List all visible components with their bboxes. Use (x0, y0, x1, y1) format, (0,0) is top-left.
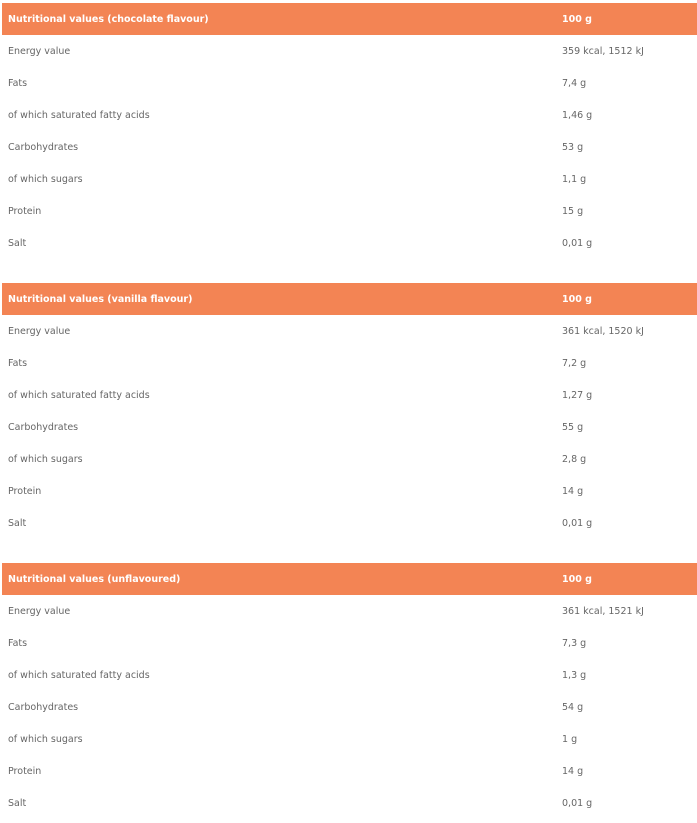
table-row: Energy value 361 kcal, 1520 kJ (2, 315, 697, 347)
table-row: Carbohydrates 53 g (2, 131, 697, 163)
table-row: of which saturated fatty acids 1,3 g (2, 659, 697, 691)
nutrient-value: 54 g (562, 701, 584, 713)
table-row: of which sugars 1,1 g (2, 163, 697, 195)
nutrient-value: 0,01 g (562, 237, 593, 249)
table-header: Nutritional values (vanilla flavour) 100… (2, 283, 697, 315)
nutrient-name: Fats (8, 637, 28, 649)
nutrient-name: Carbohydrates (8, 421, 79, 433)
nutrient-value: 0,01 g (562, 517, 593, 529)
table-title: Nutritional values (vanilla flavour) (2, 283, 556, 315)
table-row: Protein 14 g (2, 475, 697, 507)
table-row: Fats 7,2 g (2, 347, 697, 379)
table-unit: 100 g (556, 563, 697, 595)
nutrient-value: 1,46 g (562, 109, 593, 121)
nutrient-value: 14 g (562, 485, 584, 497)
nutrient-name: Protein (8, 205, 42, 217)
table-title: Nutritional values (unflavoured) (2, 563, 556, 595)
table-title: Nutritional values (chocolate flavour) (2, 3, 556, 35)
table-row: Protein 14 g (2, 755, 697, 787)
nutrient-name: Energy value (8, 325, 71, 337)
table-row: Salt 0,01 g (2, 227, 697, 259)
table-row: Salt 0,01 g (2, 787, 697, 819)
table-row: of which saturated fatty acids 1,46 g (2, 99, 697, 131)
nutrition-table: Nutritional values (vanilla flavour) 100… (2, 283, 697, 539)
nutrient-value: 1,27 g (562, 389, 593, 401)
nutrient-name: of which sugars (8, 173, 83, 185)
nutrient-value: 7,2 g (562, 357, 587, 369)
nutrient-value: 53 g (562, 141, 584, 153)
nutrient-name: Salt (8, 797, 27, 809)
nutrient-name: Carbohydrates (8, 141, 79, 153)
nutrient-value: 14 g (562, 765, 584, 777)
nutrient-name: of which sugars (8, 733, 83, 745)
nutrient-name: Protein (8, 485, 42, 497)
table-row: of which sugars 1 g (2, 723, 697, 755)
nutrient-name: Salt (8, 517, 27, 529)
table-header: Nutritional values (unflavoured) 100 g (2, 563, 697, 595)
table-unit: 100 g (556, 3, 697, 35)
nutrient-name: of which saturated fatty acids (8, 389, 150, 401)
nutrient-name: of which saturated fatty acids (8, 669, 150, 681)
table-row: of which sugars 2,8 g (2, 443, 697, 475)
nutrient-name: of which sugars (8, 453, 83, 465)
nutrient-value: 7,3 g (562, 637, 587, 649)
nutrient-value: 1,1 g (562, 173, 587, 185)
nutrient-value: 1 g (562, 733, 578, 745)
nutrition-table: Nutritional values (unflavoured) 100 g E… (2, 563, 697, 819)
nutrient-value: 361 kcal, 1521 kJ (562, 605, 644, 617)
nutrient-value: 0,01 g (562, 797, 593, 809)
nutrient-name: Fats (8, 77, 28, 89)
nutrition-table: Nutritional values (chocolate flavour) 1… (2, 3, 697, 259)
nutrient-value: 15 g (562, 205, 584, 217)
table-row: Fats 7,3 g (2, 627, 697, 659)
nutrient-value: 55 g (562, 421, 584, 433)
table-row: Salt 0,01 g (2, 507, 697, 539)
table-row: Energy value 359 kcal, 1512 kJ (2, 35, 697, 67)
nutrient-value: 7,4 g (562, 77, 587, 89)
nutrient-value: 359 kcal, 1512 kJ (562, 45, 644, 57)
nutrient-value: 1,3 g (562, 669, 587, 681)
table-header: Nutritional values (chocolate flavour) 1… (2, 3, 697, 35)
table-row: Carbohydrates 55 g (2, 411, 697, 443)
table-row: Carbohydrates 54 g (2, 691, 697, 723)
nutrient-name: Salt (8, 237, 27, 249)
nutrient-value: 2,8 g (562, 453, 587, 465)
nutrient-name: Carbohydrates (8, 701, 79, 713)
nutrient-name: Energy value (8, 45, 71, 57)
nutrient-name: of which saturated fatty acids (8, 109, 150, 121)
table-row: of which saturated fatty acids 1,27 g (2, 379, 697, 411)
nutrient-name: Protein (8, 765, 42, 777)
nutrient-value: 361 kcal, 1520 kJ (562, 325, 644, 337)
table-row: Protein 15 g (2, 195, 697, 227)
table-row: Fats 7,4 g (2, 67, 697, 99)
table-unit: 100 g (556, 283, 697, 315)
nutrient-name: Fats (8, 357, 28, 369)
table-row: Energy value 361 kcal, 1521 kJ (2, 595, 697, 627)
nutrient-name: Energy value (8, 605, 71, 617)
